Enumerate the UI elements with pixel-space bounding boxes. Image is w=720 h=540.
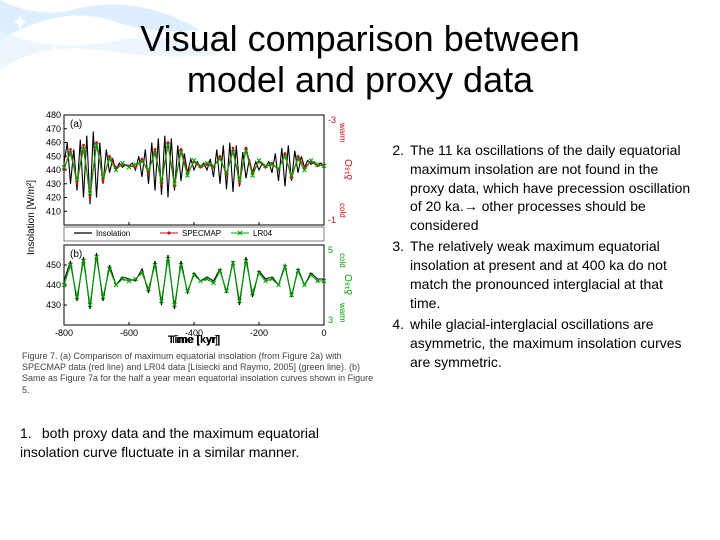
svg-text:450: 450 — [46, 260, 61, 270]
left-column: 410 420 430 440 450 460 470 480 -3 -1 warm cold δ¹⁸O… — [16, 109, 376, 462]
note-1-text: both proxy data and the maximum equatori… — [20, 425, 319, 460]
figure-caption: Figure 7. (a) Comparison of maximum equa… — [22, 351, 374, 396]
svg-text:SPECMAP: SPECMAP — [182, 229, 221, 238]
svg-text:450: 450 — [46, 151, 61, 161]
svg-text:(a): (a) — [70, 119, 82, 130]
svg-text:5: 5 — [328, 245, 333, 255]
svg-text:LR04: LR04 — [253, 229, 273, 238]
title-line2: model and proxy data — [187, 59, 533, 100]
svg-text:440: 440 — [46, 165, 61, 175]
svg-text:-3: -3 — [328, 115, 336, 125]
note-3-text: The relatively weak maximum equatorial i… — [410, 237, 696, 313]
note-3: The relatively weak maximum equatorial i… — [384, 237, 696, 313]
content-row: 410 420 430 440 450 460 470 480 -3 -1 warm cold δ¹⁸O… — [0, 101, 720, 462]
svg-text:410: 410 — [46, 206, 61, 216]
svg-text:0: 0 — [321, 328, 326, 338]
svg-text:3: 3 — [328, 315, 333, 325]
note-4-text: while glacial-interglacial oscillations … — [410, 315, 696, 372]
right-column: The 11 ka oscillations of the daily equa… — [376, 109, 696, 462]
svg-text:Insolation [W/m²]: Insolation [W/m²] — [26, 180, 37, 255]
slide-title: Visual comparison between model and prox… — [0, 0, 720, 101]
svg-text:δ¹⁸O: δ¹⁸O — [344, 159, 355, 180]
notes-list: The 11 ka oscillations of the daily equa… — [384, 141, 696, 372]
svg-text:460: 460 — [46, 137, 61, 147]
svg-text:420: 420 — [46, 192, 61, 202]
svg-text:warm: warm — [338, 122, 347, 143]
svg-text:δ¹⁸O: δ¹⁸O — [344, 274, 355, 295]
svg-text:warm: warm — [338, 302, 347, 323]
svg-text:-600: -600 — [120, 328, 138, 338]
note-1: 1. both proxy data and the maximum equat… — [16, 424, 376, 462]
svg-text:(b): (b) — [70, 249, 82, 260]
note-4: while glacial-interglacial oscillations … — [384, 315, 696, 372]
note-2: The 11 ka oscillations of the daily equa… — [384, 141, 696, 235]
note-1-number: 1. — [20, 424, 38, 443]
figure-panels: 410 420 430 440 450 460 470 480 -3 -1 warm cold δ¹⁸O… — [22, 109, 362, 347]
svg-text:480: 480 — [46, 110, 61, 120]
svg-text:-200: -200 — [250, 328, 268, 338]
svg-text:440: 440 — [46, 280, 61, 290]
title-line1: Visual comparison between — [140, 18, 580, 59]
svg-text:Time [kyr]: Time [kyr] — [168, 334, 221, 346]
svg-text:Insolation: Insolation — [96, 229, 130, 238]
svg-text:cold: cold — [338, 253, 347, 268]
svg-text:470: 470 — [46, 124, 61, 134]
svg-text:430: 430 — [46, 179, 61, 189]
svg-text:cold: cold — [338, 203, 347, 218]
svg-text:-800: -800 — [55, 328, 73, 338]
svg-text:430: 430 — [46, 300, 61, 310]
note-2-text: The 11 ka oscillations of the daily equa… — [410, 141, 696, 235]
svg-text:-1: -1 — [328, 215, 336, 225]
